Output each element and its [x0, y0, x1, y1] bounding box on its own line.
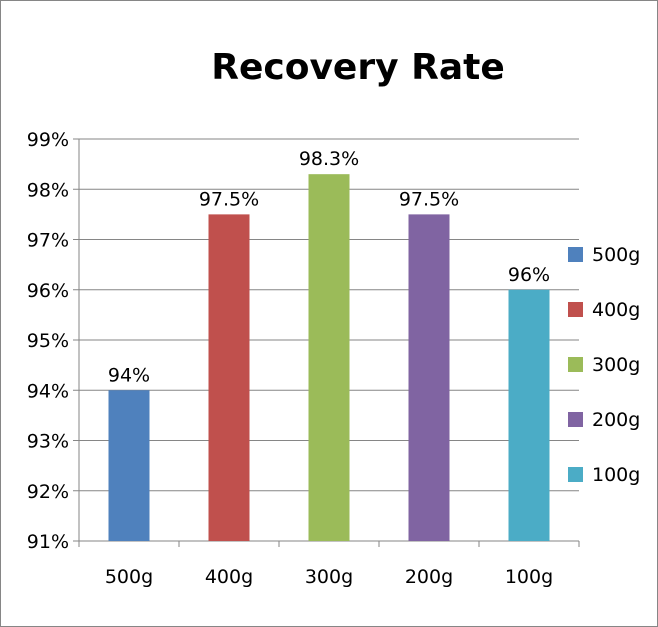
x-category-label: 500g — [105, 566, 153, 588]
y-tick-label: 97% — [27, 230, 69, 252]
data-label: 97.5% — [199, 188, 259, 210]
data-label: 97.5% — [399, 188, 459, 210]
data-label: 98.3% — [299, 148, 359, 170]
data-label: 94% — [108, 364, 150, 386]
data-label: 96% — [508, 264, 550, 286]
legend-swatch — [568, 357, 583, 372]
legend-label: 300g — [592, 354, 640, 376]
legend-swatch — [568, 412, 583, 427]
legend-label: 200g — [592, 409, 640, 431]
bars — [108, 174, 550, 542]
axes: 91% 92% 93% 94% 95% 96% 97% 98% 99% 500g 400g 300g 2… — [27, 129, 580, 588]
y-tick-label: 91% — [27, 531, 69, 553]
x-category-label: 300g — [305, 566, 353, 588]
bar-300g — [308, 174, 350, 542]
legend-swatch — [568, 302, 583, 317]
legend-label: 400g — [592, 299, 640, 321]
legend-swatch — [568, 247, 583, 262]
data-labels: 94% 97.5% 98.3% 97.5% 96% — [108, 148, 550, 386]
legend-swatch — [568, 467, 583, 482]
legend-label: 500g — [592, 244, 640, 266]
y-tick-label: 94% — [27, 380, 69, 402]
bar-200g — [408, 214, 450, 541]
chart-title: Recovery Rate — [211, 47, 504, 88]
x-category-label: 400g — [205, 566, 253, 588]
y-tick-label: 93% — [27, 431, 69, 453]
legend-label: 100g — [592, 464, 640, 486]
y-tick-label: 95% — [27, 330, 69, 352]
y-tick-label: 92% — [27, 481, 69, 503]
bar-500g — [108, 390, 150, 541]
y-tick-label: 99% — [27, 129, 69, 151]
bar-100g — [508, 289, 550, 541]
x-category-label: 100g — [505, 566, 553, 588]
x-category-label: 200g — [405, 566, 453, 588]
y-tick-label: 96% — [27, 280, 69, 302]
bar-400g — [208, 214, 250, 541]
y-tick-label: 98% — [27, 179, 69, 201]
legend: 500g 400g 300g 200g 100g — [568, 244, 640, 486]
